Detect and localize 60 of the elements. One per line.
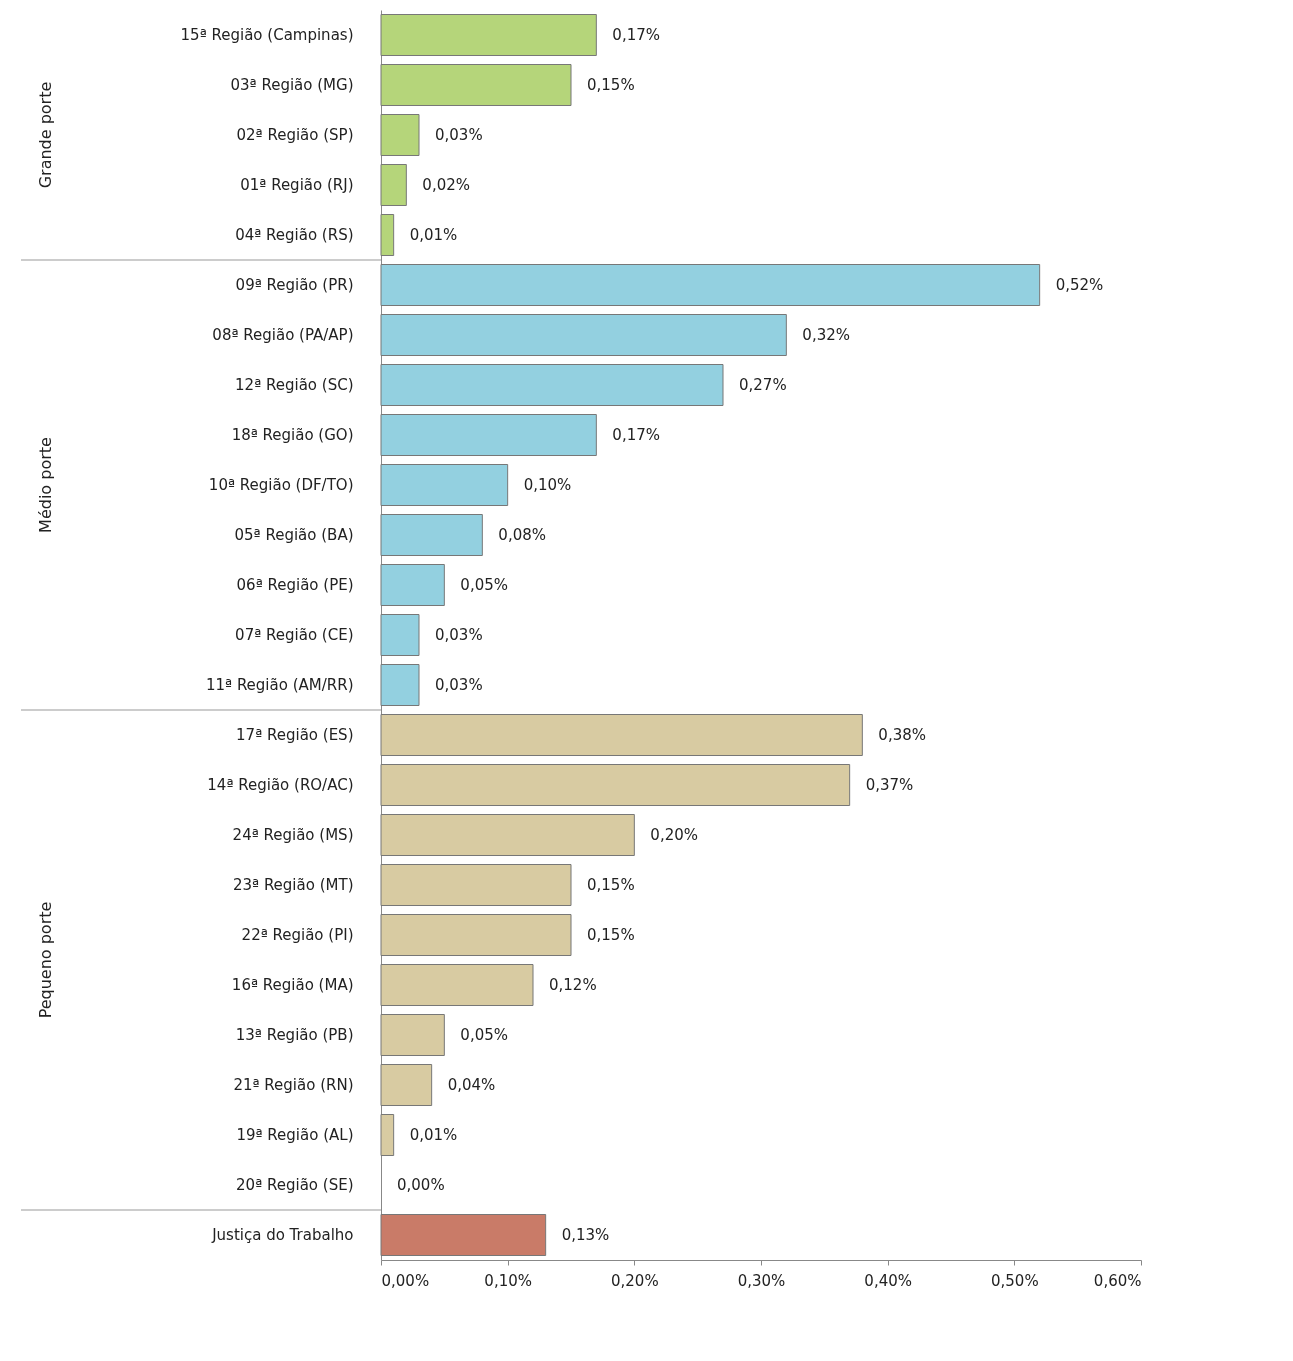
data-label: 0,20% (650, 826, 698, 844)
data-label: 0,02% (422, 176, 470, 194)
x-tick-label: 0,30% (737, 1271, 786, 1290)
text: Pequeno porte (36, 901, 55, 1019)
x-tick-label: 0,40% (864, 1271, 912, 1290)
data-label: 0,52% (1055, 276, 1104, 294)
y-tick-label: 09ª Região (PR) (235, 276, 354, 294)
y-tick-label: 19ª Região (AL) (236, 1126, 354, 1144)
y-tick-label: 06ª Região (PE) (236, 576, 354, 594)
data-label: 0,08% (498, 526, 546, 544)
x-tick-label: 0,50% (991, 1271, 1039, 1290)
data-label: 0,03% (435, 626, 483, 644)
y-tick-label: 11ª Região (AM/RR) (205, 676, 354, 694)
data-label: 0,05% (460, 576, 508, 594)
y-tick-label: 15ª Região (Campinas) (180, 26, 354, 44)
y-tick-label: 07ª Região (CE) (235, 626, 354, 644)
data-label: 0,27% (739, 376, 787, 394)
data-label: 0,15% (587, 926, 635, 944)
y-tick-label: 01ª Região (RJ) (240, 176, 354, 194)
y-tick-label: 17ª Região (ES) (236, 726, 354, 744)
y-tick-label: 10ª Região (DF/TO) (208, 476, 354, 494)
data-label: 0,37% (865, 776, 914, 794)
y-tick-label: 04ª Região (RS) (235, 226, 354, 244)
y-tick-label: 08ª Região (PA/AP) (212, 326, 354, 344)
x-tick-label: 0,00% (381, 1271, 430, 1290)
data-label: 0,04% (447, 1076, 496, 1094)
data-label: 0,17% (612, 426, 660, 444)
y-tick-label: Justiça do Trabalho (211, 1226, 354, 1244)
data-label: 0,03% (435, 126, 483, 144)
text: Grande porte (36, 81, 55, 189)
y-tick-label: 24ª Região (MS) (232, 826, 354, 844)
data-label: 0,00% (397, 1176, 445, 1194)
data-label: 0,38% (878, 726, 926, 744)
data-label: 0,10% (523, 476, 572, 494)
data-label: 0,01% (409, 1126, 458, 1144)
data-label: 0,15% (587, 876, 635, 894)
text: Médio porte (36, 437, 55, 533)
y-tick-label: 20ª Região (SE) (236, 1176, 354, 1194)
data-label: 0,15% (587, 76, 635, 94)
y-tick-label: 22ª Região (PI) (241, 926, 354, 944)
data-label: 0,13% (561, 1226, 610, 1244)
x-tick-label: 0,20% (611, 1271, 659, 1290)
y-tick-label: 13ª Região (PB) (235, 1026, 354, 1044)
y-tick-label: 21ª Região (RN) (233, 1076, 354, 1094)
data-label: 0,32% (802, 326, 850, 344)
data-label: 0,12% (549, 976, 597, 994)
data-label: 0,01% (409, 226, 458, 244)
y-tick-label: 16ª Região (MA) (231, 976, 354, 994)
y-tick-label: 12ª Região (SC) (235, 376, 354, 394)
y-tick-label: 14ª Região (RO/AC) (207, 776, 354, 794)
data-label: 0,03% (435, 676, 483, 694)
y-tick-label: 03ª Região (MG) (230, 76, 354, 94)
data-label: 0,17% (612, 26, 660, 44)
y-tick-label: 18ª Região (GO) (231, 426, 354, 444)
y-tick-label: 05ª Região (BA) (234, 526, 354, 544)
y-tick-label: 02ª Região (SP) (236, 126, 354, 144)
y-tick-label: 23ª Região (MT) (232, 876, 354, 894)
x-tick-label: 0,60% (1093, 1271, 1142, 1290)
data-label: 0,05% (460, 1026, 508, 1044)
x-tick-label: 0,10% (484, 1271, 532, 1290)
